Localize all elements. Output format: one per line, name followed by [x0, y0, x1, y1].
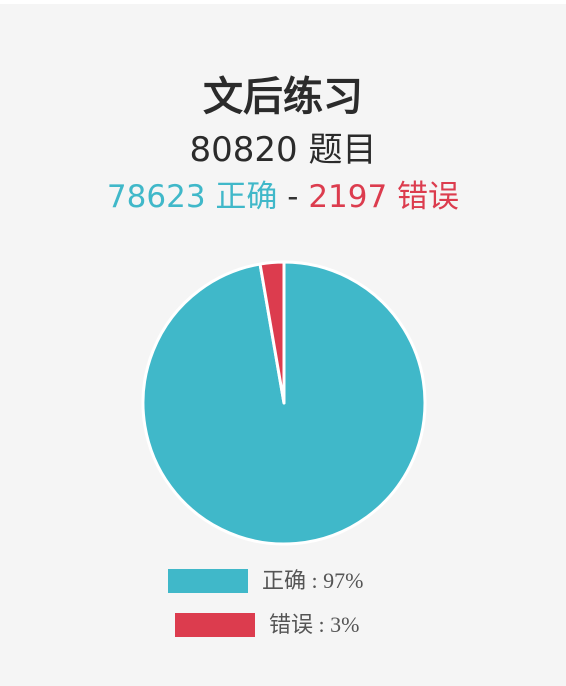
- result-breakdown: 78623 正确 - 2197 错误: [0, 176, 566, 218]
- legend-item-wrong: 错误 : 3%: [175, 611, 359, 639]
- legend-swatch-wrong: [175, 613, 255, 637]
- page-title: 文后练习: [203, 74, 363, 120]
- legend-label-wrong: 错误 : 3%: [269, 612, 360, 637]
- breakdown-separator: -: [287, 179, 299, 215]
- wrong-count-label: 2197 错误: [308, 179, 460, 215]
- total-questions-label: 80820 题目: [189, 130, 377, 170]
- pie-slice-wrong: [258, 260, 286, 405]
- correct-count-label: 78623 正确: [106, 179, 278, 215]
- legend-item-correct: 正确 : 97%: [168, 567, 363, 595]
- legend-swatch-correct: [168, 569, 248, 593]
- legend-label-correct: 正确 : 97%: [262, 568, 364, 593]
- practice-stats-panel: 文后练习 80820 题目 78623 正确 - 2197 错误: [0, 4, 566, 686]
